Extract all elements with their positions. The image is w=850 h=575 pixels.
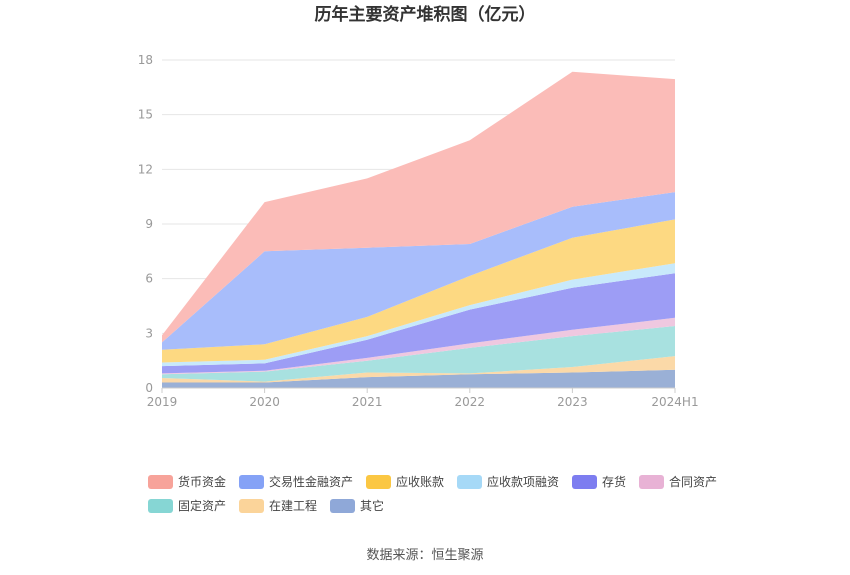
legend-item[interactable]: 交易性金融资产 — [239, 474, 353, 489]
legend-swatch — [148, 499, 173, 513]
area-应收账款[interactable] — [162, 219, 675, 363]
legend-label: 货币资金 — [178, 474, 226, 489]
legend-swatch — [639, 475, 664, 489]
area-在建工程[interactable] — [162, 356, 675, 383]
y-tick-label: 18 — [138, 53, 153, 67]
legend-label: 合同资产 — [669, 474, 717, 489]
chart-title: 历年主要资产堆积图（亿元） — [315, 4, 536, 25]
data-source: 数据来源：恒生聚源 — [366, 548, 483, 563]
legend-item[interactable]: 存货 — [572, 474, 626, 489]
x-tick-label: 2020 — [249, 395, 280, 409]
legend-label: 其它 — [360, 498, 384, 513]
legend-swatch — [148, 475, 173, 489]
legend-item[interactable]: 应收款项融资 — [457, 474, 559, 489]
legend-item[interactable]: 其它 — [330, 498, 384, 513]
legend-swatch — [572, 475, 597, 489]
x-tick-label: 2024H1 — [651, 395, 698, 409]
x-tick-label: 2021 — [352, 395, 383, 409]
area-series — [162, 71, 675, 388]
y-tick-label: 0 — [145, 381, 153, 395]
x-tick-label: 2022 — [455, 395, 486, 409]
legend-item[interactable]: 在建工程 — [239, 498, 317, 513]
y-tick-label: 12 — [138, 162, 153, 176]
y-tick-label: 6 — [145, 272, 153, 286]
legend-item[interactable]: 固定资产 — [148, 498, 226, 513]
legend-item[interactable]: 货币资金 — [148, 474, 226, 489]
area-固定资产[interactable] — [162, 326, 675, 382]
legend-item[interactable]: 应收账款 — [366, 474, 444, 489]
legend-label: 固定资产 — [178, 498, 226, 513]
y-tick-label: 3 — [145, 326, 153, 340]
legend-label: 在建工程 — [269, 498, 317, 513]
x-tick-label: 2023 — [557, 395, 588, 409]
axes: 0 3 6 9 12 15 18 2019 2020 2021 2022 2023 2024H1 — [138, 53, 699, 409]
legend-swatch — [330, 499, 355, 513]
area-其它[interactable] — [162, 369, 675, 388]
area-交易性金融资产[interactable] — [162, 192, 675, 350]
x-tick-label: 2019 — [147, 395, 178, 409]
legend-label: 存货 — [602, 474, 626, 489]
y-tick-label: 15 — [138, 108, 153, 122]
legend-label: 应收款项融资 — [487, 474, 559, 489]
legend-swatch — [239, 499, 264, 513]
legend-swatch — [366, 475, 391, 489]
area-存货[interactable] — [162, 273, 675, 374]
y-tick-label: 9 — [145, 217, 153, 231]
legend-item[interactable]: 合同资产 — [639, 474, 717, 489]
legend-swatch — [457, 475, 482, 489]
area-货币资金[interactable] — [162, 71, 675, 343]
legend-swatch — [239, 475, 264, 489]
legend-label: 交易性金融资产 — [269, 474, 353, 489]
legend-label: 应收账款 — [396, 474, 444, 489]
area-应收款项融资[interactable] — [162, 263, 675, 367]
